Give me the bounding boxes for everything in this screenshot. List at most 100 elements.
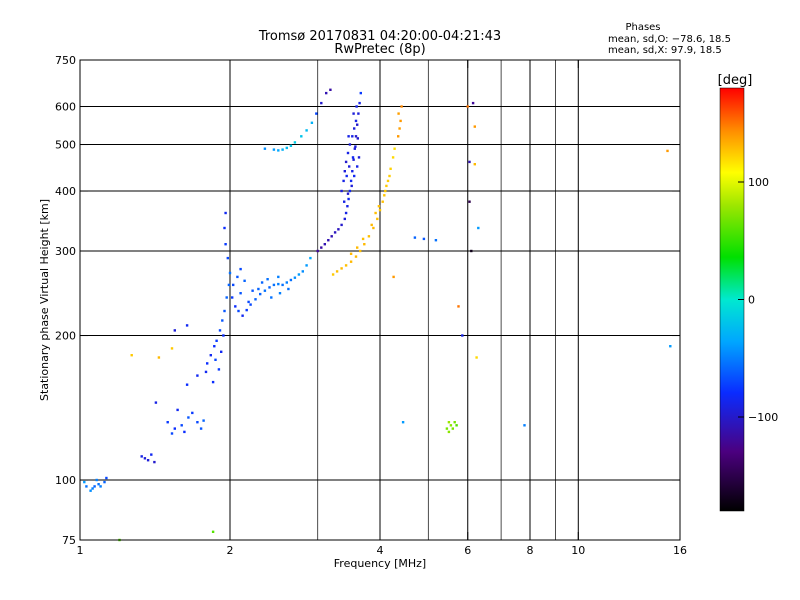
y-tick-label: 500 — [55, 139, 76, 152]
data-point — [473, 163, 476, 166]
y-tick-label: 200 — [55, 330, 76, 343]
data-point — [285, 146, 288, 150]
x-tick-label: 8 — [527, 544, 534, 557]
data-point — [204, 370, 208, 374]
data-point — [206, 362, 209, 365]
data-point — [226, 256, 229, 260]
x-tick-label: 10 — [571, 544, 585, 557]
colorbar-tick-label: −100 — [748, 411, 778, 424]
data-point — [343, 217, 346, 221]
data-point — [356, 137, 359, 140]
data-point — [257, 287, 260, 291]
data-point — [349, 252, 353, 255]
data-point — [455, 424, 458, 427]
y-tick-label: 300 — [55, 245, 76, 258]
data-point — [310, 121, 314, 124]
data-point — [340, 267, 343, 270]
data-point — [185, 324, 189, 327]
x-tick-label: 6 — [464, 544, 471, 557]
data-point — [346, 151, 350, 155]
data-point — [225, 296, 228, 299]
data-point — [297, 273, 301, 276]
data-point — [99, 485, 102, 488]
x-tick-label: 16 — [673, 544, 687, 557]
data-point — [348, 143, 352, 146]
data-point — [191, 411, 194, 415]
data-point — [353, 174, 356, 178]
data-point — [251, 289, 254, 292]
data-point — [249, 303, 252, 306]
data-point — [337, 228, 340, 231]
data-point — [357, 112, 360, 115]
data-point — [343, 170, 346, 173]
data-point — [305, 264, 308, 267]
y-tick-label: 750 — [55, 54, 76, 67]
data-point — [218, 329, 222, 332]
data-point — [245, 308, 248, 312]
data-point — [278, 292, 282, 295]
data-point — [449, 424, 453, 427]
colorbar-tick-label: 0 — [748, 294, 755, 307]
data-point — [85, 485, 88, 488]
data-point — [211, 380, 215, 384]
data-point — [354, 119, 358, 123]
data-point — [293, 276, 297, 279]
data-point — [323, 243, 326, 246]
data-point — [343, 200, 346, 203]
data-point — [91, 487, 94, 490]
data-point — [221, 319, 224, 322]
data-point — [272, 148, 276, 151]
data-point — [451, 427, 454, 430]
data-point — [447, 421, 451, 424]
data-point — [356, 246, 359, 249]
data-point — [384, 189, 387, 193]
data-point — [157, 356, 161, 359]
data-point — [289, 144, 293, 147]
data-point — [150, 453, 153, 456]
data-point — [352, 158, 355, 161]
data-point — [143, 457, 147, 460]
stats-o-mode: mean, sd,O: −78.6, 18.5 — [608, 34, 731, 45]
data-point — [266, 278, 269, 281]
data-point — [367, 235, 371, 238]
x-axis-label: Frequency [MHz] — [334, 557, 426, 570]
colorbar-label: [deg] — [718, 73, 753, 88]
data-point — [315, 112, 318, 115]
data-point — [393, 147, 396, 150]
y-axis-label: Stationary phase Virtual Height [km] — [38, 199, 51, 401]
data-point — [333, 231, 337, 234]
data-points — [83, 88, 672, 542]
data-point — [237, 309, 240, 313]
data-point — [397, 135, 400, 138]
chart-subtitle: RwPretec (8p) — [334, 42, 425, 57]
data-point — [330, 235, 333, 238]
y-tick-label: 600 — [55, 101, 76, 114]
chart-title: Tromsø 20170831 04:20:00-04:21:43 — [258, 29, 501, 44]
data-point — [140, 455, 143, 458]
data-point — [95, 478, 98, 482]
data-point — [239, 292, 242, 295]
data-point — [187, 416, 190, 419]
data-point — [413, 236, 417, 239]
data-point — [223, 226, 226, 230]
data-point — [475, 356, 478, 359]
data-point — [272, 283, 276, 287]
data-point — [217, 368, 221, 371]
data-point — [351, 135, 354, 138]
data-point — [270, 296, 273, 299]
data-point — [354, 135, 358, 138]
data-point — [377, 205, 381, 208]
data-point — [372, 226, 375, 230]
x-tick-label: 1 — [77, 544, 84, 557]
x-tick-label: 4 — [377, 544, 384, 557]
data-point — [391, 156, 395, 159]
data-point — [383, 194, 386, 197]
data-point — [239, 267, 242, 271]
data-point — [344, 264, 348, 267]
data-point — [340, 223, 343, 227]
data-point — [348, 165, 351, 168]
data-point — [199, 427, 203, 430]
data-point — [355, 105, 358, 108]
data-point — [173, 427, 176, 430]
